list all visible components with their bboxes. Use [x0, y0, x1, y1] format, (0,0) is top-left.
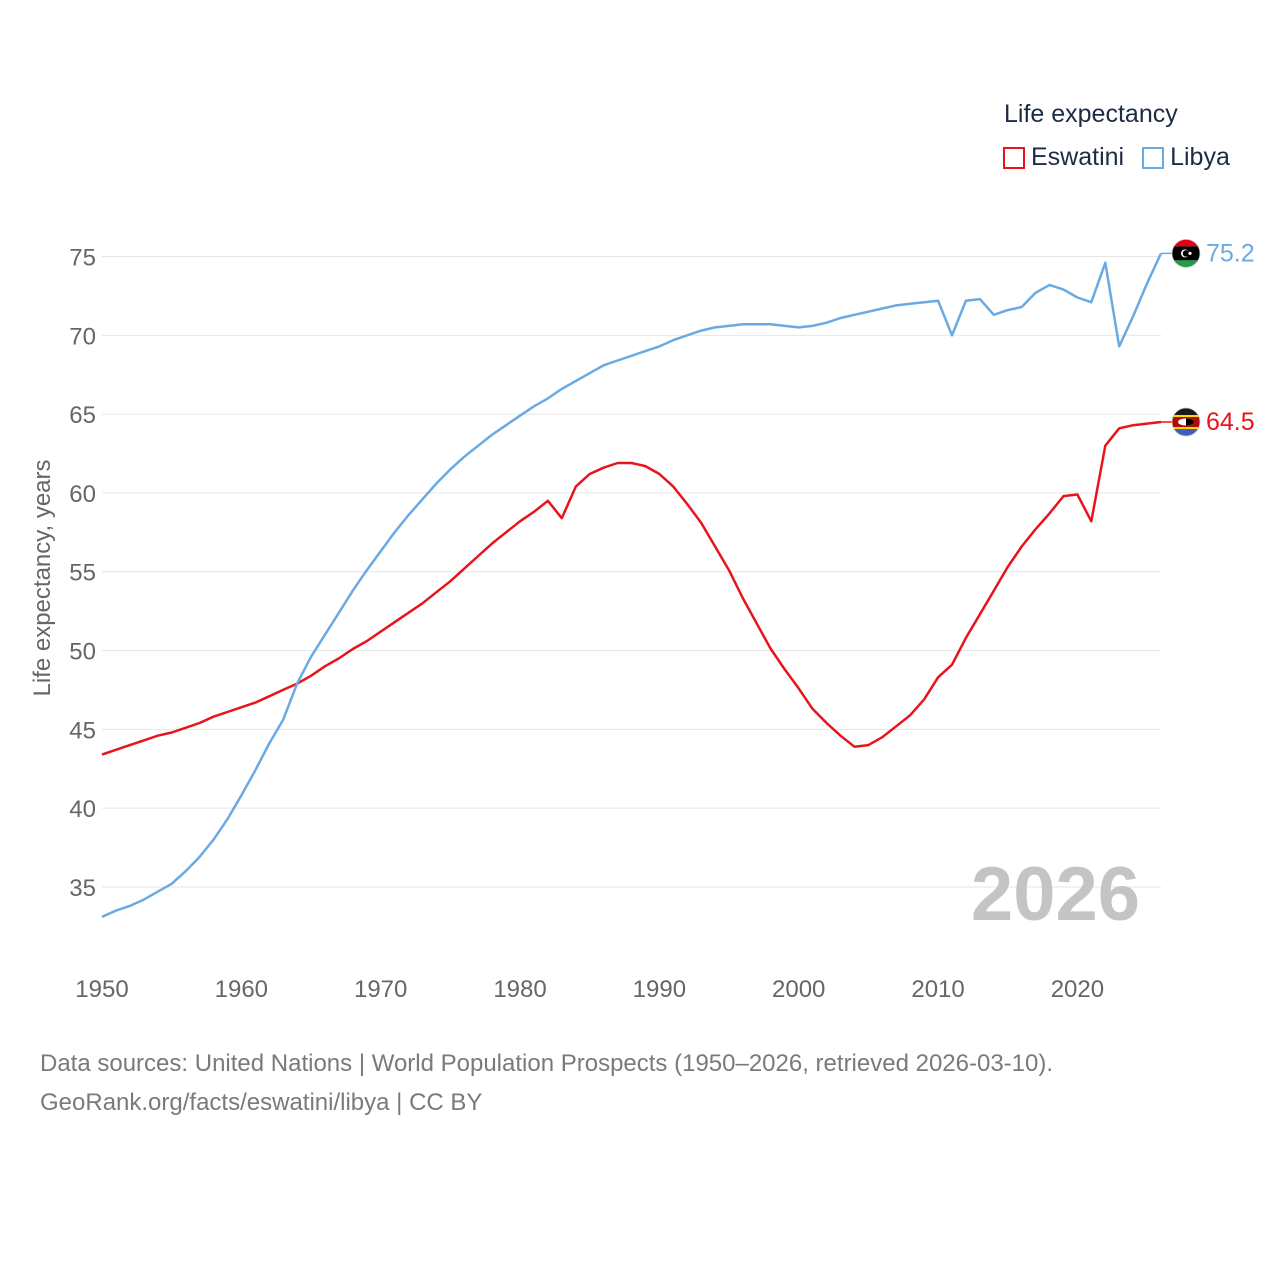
y-tick-label: 70 — [69, 323, 96, 350]
series-lines — [101, 252, 1163, 919]
x-tick-label: 1970 — [354, 976, 407, 1003]
flag-stripe-yellow — [1172, 415, 1200, 418]
series-line-libya — [101, 252, 1163, 919]
legend-item-eswatini[interactable]: Eswatini — [1003, 143, 1124, 172]
flag-stripe-green — [1172, 260, 1200, 268]
y-axis-ticks: 35 40 45 50 55 60 65 70 75 — [69, 245, 96, 902]
flag-outline — [1171, 238, 1201, 268]
x-tick-label: 2020 — [1051, 976, 1104, 1003]
x-tick-label: 2010 — [911, 976, 964, 1003]
end-value-label-eswatini: 64.5 — [1206, 408, 1255, 436]
y-tick-label: 60 — [69, 481, 96, 508]
year-watermark: 2026 — [971, 852, 1140, 937]
y-tick-label: 35 — [69, 875, 96, 902]
x-tick-label: 1990 — [633, 976, 686, 1003]
x-axis-ticks: 1950 1960 1970 1980 1990 2000 2010 2020 — [75, 976, 1104, 1003]
series-line-eswatini — [101, 420, 1162, 756]
x-tick-label: 2000 — [772, 976, 825, 1003]
flag-star — [1188, 251, 1192, 255]
y-tick-label: 55 — [69, 560, 96, 587]
gridlines — [102, 256, 1161, 888]
x-tick-label: 1960 — [215, 976, 268, 1003]
attribution-link[interactable]: GeoRank.org/facts/eswatini/libya | CC BY — [40, 1089, 483, 1116]
x-tick-label: 1950 — [75, 976, 128, 1003]
y-tick-label: 40 — [69, 796, 96, 823]
eswatini-flag-icon — [1161, 407, 1201, 437]
y-axis-label: Life expectancy, years — [29, 459, 56, 696]
x-tick-label: 1980 — [493, 976, 546, 1003]
legend-swatch-libya — [1142, 146, 1165, 169]
data-sources-text: Data sources: United Nations | World Pop… — [40, 1050, 1054, 1077]
legend: Eswatini Libya — [1003, 143, 1248, 172]
flag-body — [1172, 239, 1200, 268]
y-tick-label: 50 — [69, 639, 96, 666]
end-value-label-libya: 75.2 — [1206, 239, 1255, 267]
y-tick-label: 65 — [69, 402, 96, 429]
series-end-markers: 64.5 75.2 — [1161, 238, 1255, 437]
legend-item-libya[interactable]: Libya — [1142, 143, 1230, 172]
flag-stripe-blue — [1172, 429, 1200, 437]
y-tick-label: 75 — [69, 245, 96, 272]
legend-label-libya: Libya — [1170, 143, 1230, 171]
flag-stripe-black — [1172, 408, 1200, 416]
legend-swatch-eswatini — [1003, 146, 1025, 169]
flag-body — [1172, 408, 1200, 437]
libya-flag-icon — [1161, 238, 1201, 268]
y-tick-label: 45 — [69, 717, 96, 744]
flag-shield-black — [1186, 418, 1194, 426]
footer: Data sources: United Nations | World Pop… — [40, 1044, 1053, 1122]
legend-title: Life expectancy — [1004, 100, 1178, 128]
flag-stripe-red — [1172, 239, 1200, 247]
flag-outline — [1171, 407, 1201, 437]
legend-label-eswatini: Eswatini — [1031, 143, 1125, 171]
flag-crescent-inner — [1182, 250, 1190, 257]
flag-stripe-yellow-2 — [1172, 427, 1200, 430]
